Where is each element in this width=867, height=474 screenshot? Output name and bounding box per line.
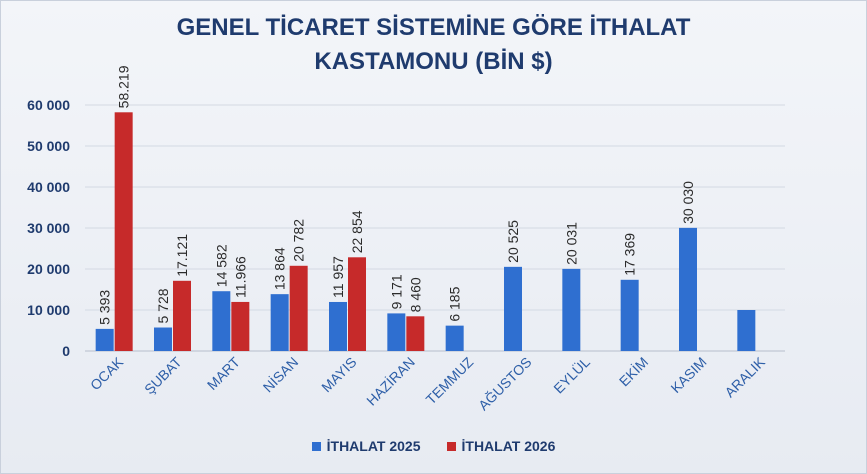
data-label: 6 185 [447, 286, 463, 321]
x-tick-label: HAZİRAN [362, 353, 417, 408]
bars [95, 112, 756, 352]
data-label: 30 030 [680, 181, 696, 224]
y-tick-label: 60 000 [27, 97, 70, 113]
bar-2025-10 [620, 279, 639, 351]
data-label: 5 393 [97, 290, 113, 325]
chart-title-line-2: KASTAMONU (BİN $) [314, 48, 553, 75]
y-tick-label: 10 000 [27, 302, 70, 318]
y-tick-label: 30 000 [27, 220, 70, 236]
bar-2026-6 [406, 316, 425, 351]
chart-title: GENEL TİCARET SİSTEMİNE GÖRE İTHALAT KAS… [1, 11, 866, 79]
data-label: 22 854 [349, 210, 365, 253]
data-label: 8 460 [407, 277, 423, 312]
legend-item-2025: İTHALAT 2025 [311, 438, 421, 454]
y-axis-tick-labels: 0 10 000 20 000 30 000 40 000 50 000 60 000 [27, 97, 70, 359]
bar-2025-8 [504, 266, 522, 351]
legend-label-2026: İTHALAT 2026 [461, 438, 556, 454]
x-tick-label: EYLÜL [550, 353, 594, 397]
legend-label-2025: İTHALAT 2025 [326, 438, 421, 454]
data-label: 5 728 [155, 288, 171, 323]
data-label: 11.966 [232, 256, 248, 298]
x-tick-label: ARALIK [721, 353, 768, 400]
data-label: 20 031 [563, 222, 579, 265]
bar-2025-9 [562, 268, 581, 351]
bar-2025-3 [212, 291, 231, 351]
chart-title-line-1: GENEL TİCARET SİSTEMİNE GÖRE İTHALAT [176, 14, 691, 41]
x-tick-label: AĞUSTOS [475, 354, 535, 414]
bar-2026-1 [114, 112, 133, 352]
data-label: 20 782 [291, 219, 307, 262]
bar-2025-1 [95, 328, 114, 351]
legend: İTHALAT 2025 İTHALAT 2026 [1, 438, 866, 454]
data-label: 14 582 [213, 244, 229, 287]
data-label: 17.121 [174, 234, 190, 277]
data-label: 20 525 [505, 220, 521, 263]
x-tick-label: OCAK [87, 353, 127, 393]
bar-2025-12 [737, 310, 756, 351]
bar-2025-11 [679, 227, 697, 351]
bar-2025-4 [270, 294, 289, 351]
x-axis-tick-labels: OCAK ŞUBAT MART NİSAN MAYIS HAZİRAN TEMMUZAĞUS… [87, 353, 769, 413]
gridlines [85, 104, 785, 352]
data-label: 9 171 [388, 274, 404, 309]
legend-swatch-2025 [311, 441, 321, 451]
bar-2026-5 [348, 257, 366, 351]
x-tick-label: TEMMUZ [423, 354, 477, 408]
bar-2025-2 [154, 327, 172, 351]
bar-2026-4 [289, 265, 308, 351]
x-tick-label: MART [204, 353, 243, 392]
data-label: 58.219 [116, 65, 132, 108]
bar-2026-3 [231, 301, 250, 351]
y-tick-label: 50 000 [27, 138, 70, 154]
data-label: 17 369 [622, 233, 638, 276]
x-tick-label: KASIM [667, 354, 709, 396]
data-label: 13 864 [272, 247, 288, 290]
bar-2025-7 [445, 325, 464, 351]
bar-2025-5 [329, 301, 347, 351]
legend-swatch-2026 [446, 441, 456, 451]
legend-item-2026: İTHALAT 2026 [446, 438, 556, 454]
data-label: 11 957 [330, 256, 346, 298]
y-tick-label: 40 000 [27, 179, 70, 195]
x-tick-label: MAYIS [318, 354, 359, 395]
x-tick-label: NİSAN [259, 353, 301, 395]
x-tick-label: ŞUBAT [141, 353, 185, 397]
y-tick-label: 20 000 [27, 261, 70, 277]
x-tick-label: EKİM [615, 353, 651, 389]
bar-2025-6 [387, 313, 406, 351]
bar-2026-2 [173, 280, 191, 351]
y-tick-label: 0 [62, 343, 70, 359]
